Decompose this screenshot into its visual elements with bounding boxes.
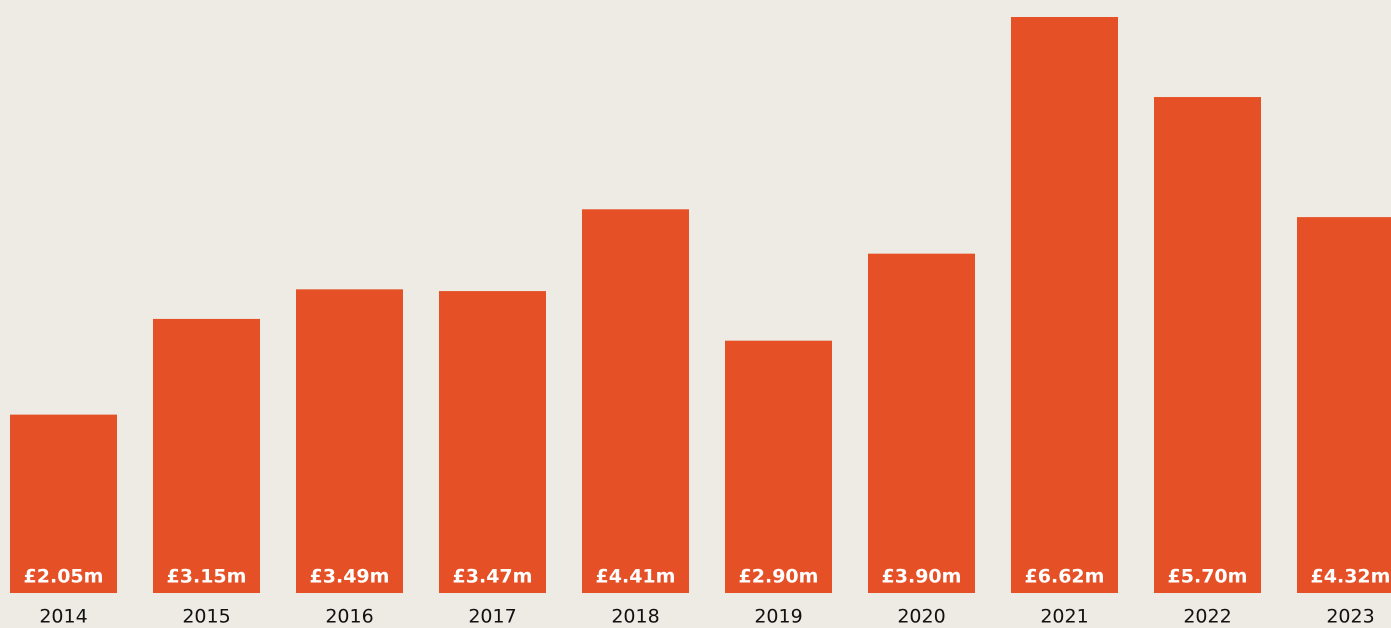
x-tick-label: 2018 <box>611 606 659 628</box>
x-tick-label: 2021 <box>1040 606 1088 628</box>
bar <box>1154 97 1261 593</box>
bar <box>439 291 546 593</box>
bar <box>1297 217 1391 593</box>
bar <box>1011 17 1118 593</box>
bar <box>153 318 260 593</box>
x-tick-label: 2023 <box>1326 606 1374 628</box>
value-label: £2.90m <box>739 566 819 588</box>
bar <box>296 289 403 593</box>
value-label: £2.05m <box>24 566 104 588</box>
x-tick-label: 2015 <box>182 606 230 628</box>
value-label: £3.90m <box>882 566 962 588</box>
x-tick-label: 2014 <box>39 606 87 628</box>
x-tick-label: 2016 <box>325 606 373 628</box>
value-label: £3.49m <box>310 566 390 588</box>
value-label: £4.32m <box>1311 566 1391 588</box>
x-tick-label: 2017 <box>468 606 516 628</box>
value-label: £5.70m <box>1168 566 1248 588</box>
x-tick-label: 2022 <box>1183 606 1231 628</box>
bar <box>725 340 832 593</box>
bar <box>10 414 117 593</box>
value-label: £3.47m <box>453 566 533 588</box>
bar <box>868 253 975 593</box>
x-tick-label: 2019 <box>754 606 802 628</box>
x-tick-label: 2020 <box>897 606 945 628</box>
value-label: £3.15m <box>167 566 247 588</box>
bar <box>582 209 689 593</box>
value-label: £4.41m <box>596 566 676 588</box>
value-label: £6.62m <box>1025 566 1105 588</box>
